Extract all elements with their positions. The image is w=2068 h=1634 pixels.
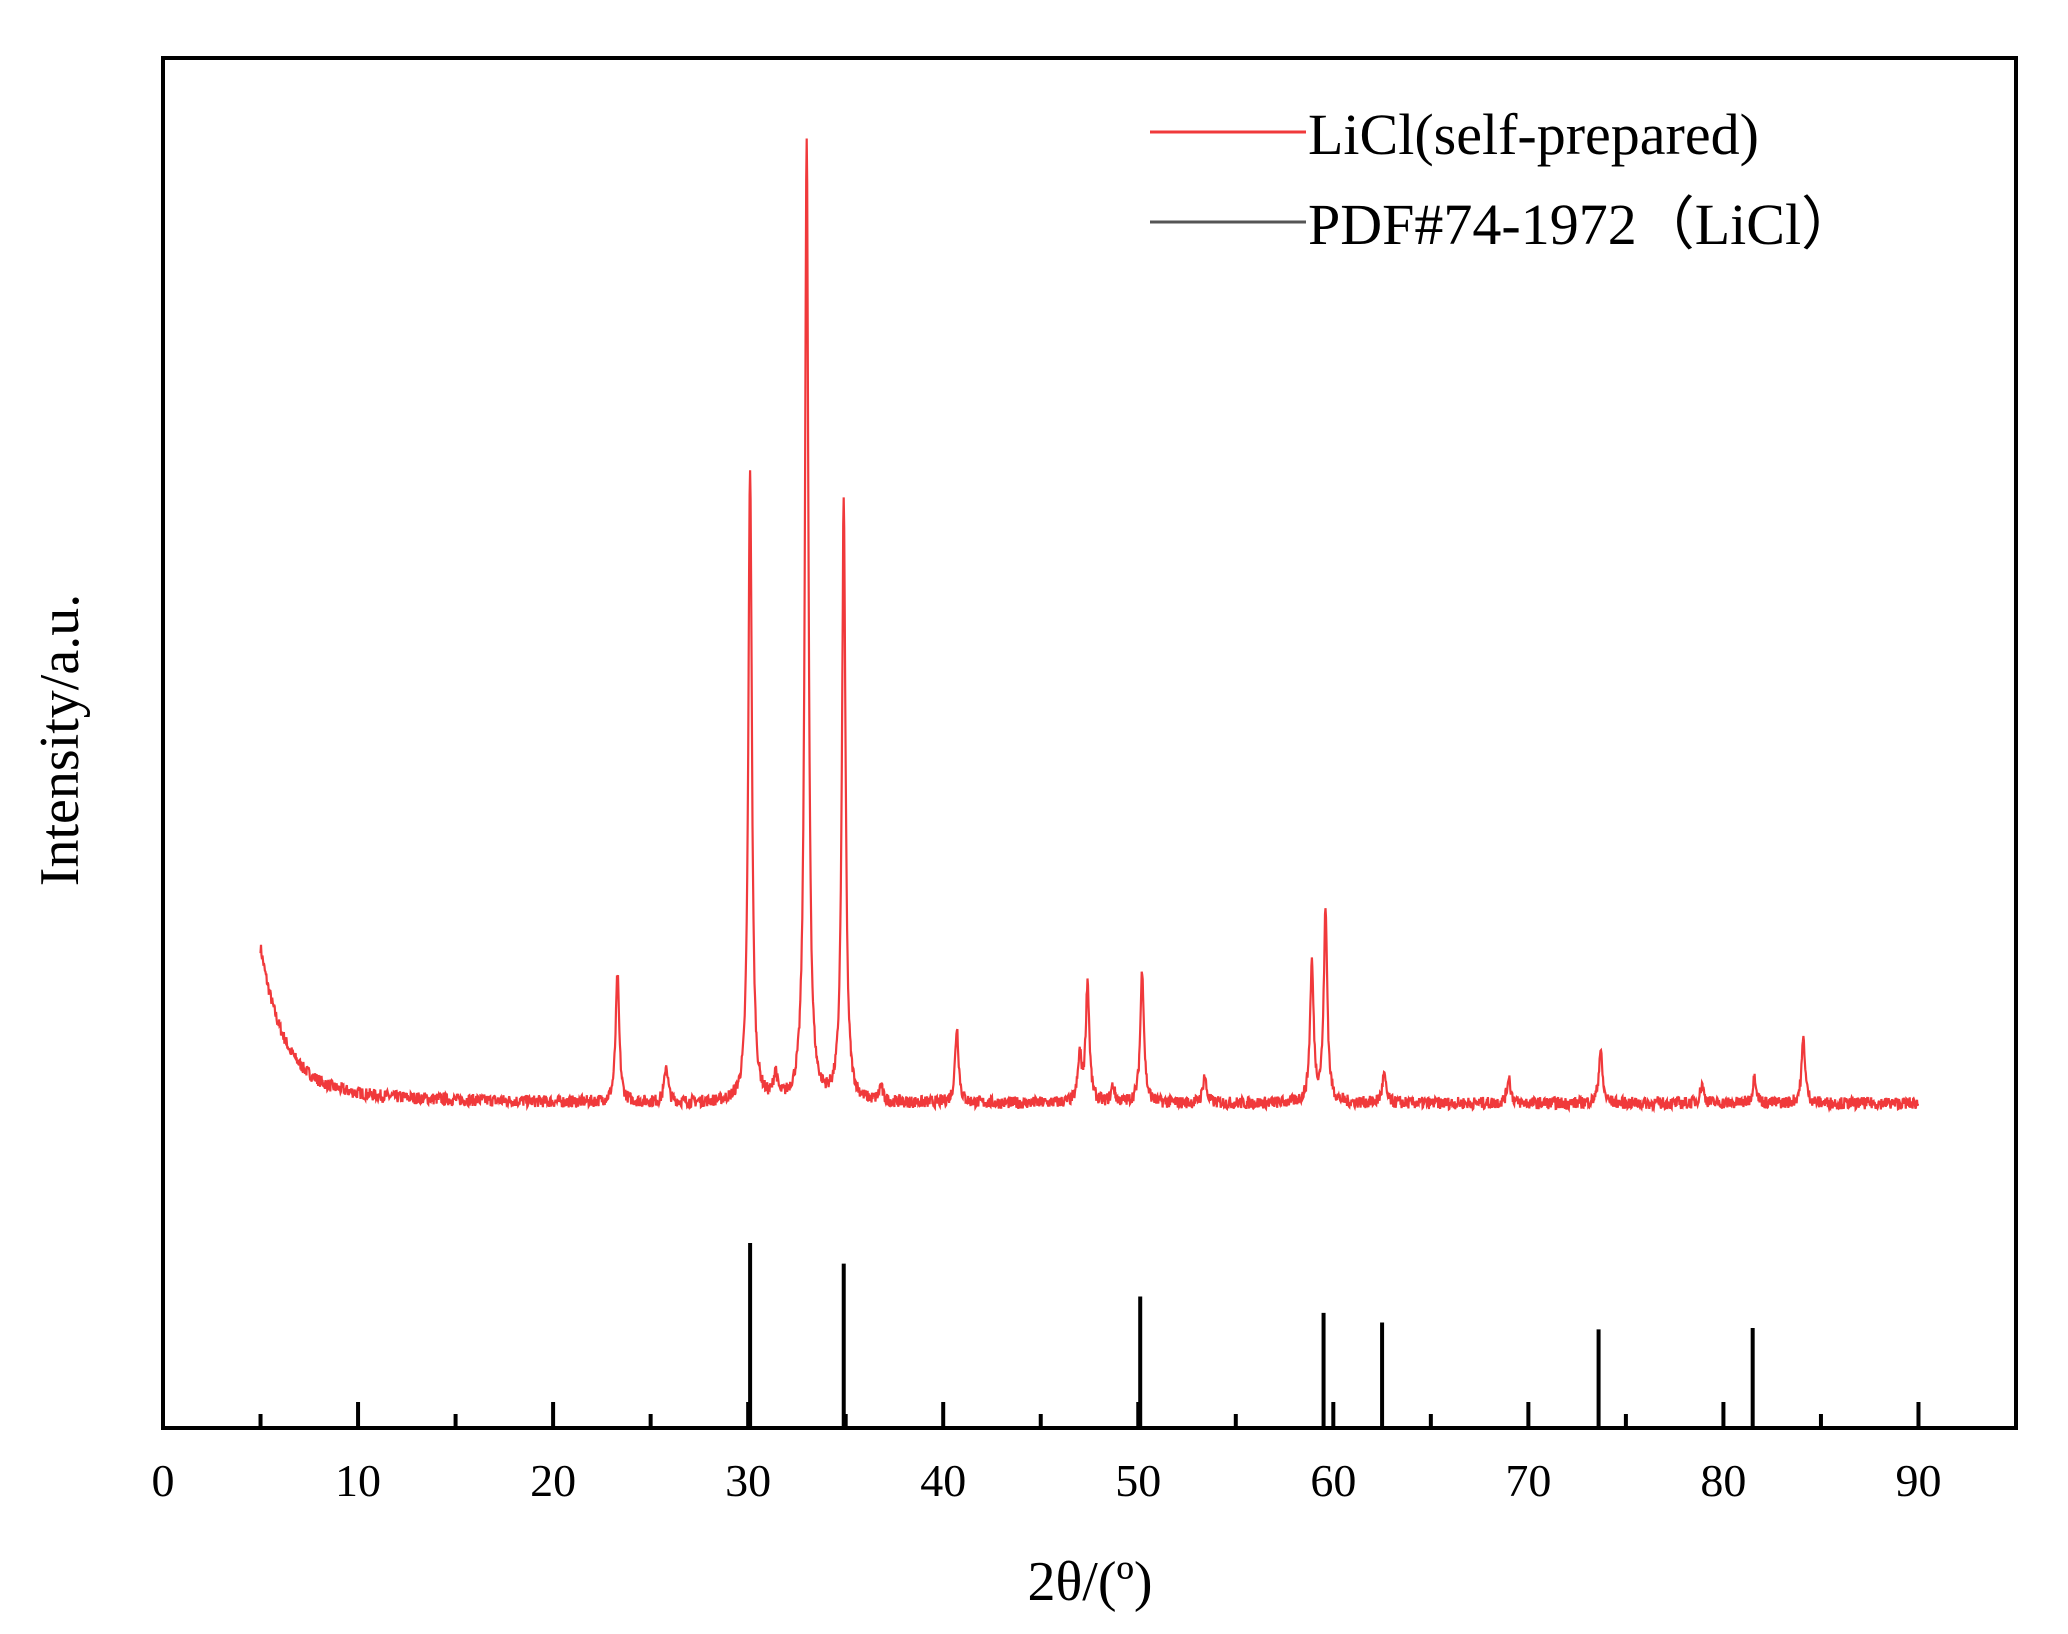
- x-tick-label-10: 10: [335, 1455, 381, 1506]
- x-tick-label-70: 70: [1505, 1455, 1551, 1506]
- x-tick-label-20: 20: [530, 1455, 576, 1506]
- x-tick-label-30: 30: [725, 1455, 771, 1506]
- red-series-layer: [259, 138, 1920, 1114]
- legend-label-black: PDF#74-1972（LiCl）: [1308, 192, 1859, 257]
- y-axis-label: Intensity/a.u.: [29, 594, 91, 886]
- x-tick-label-80: 80: [1700, 1455, 1746, 1506]
- x-tick-label-60: 60: [1310, 1455, 1356, 1506]
- x-axis-label: 2θ/(º): [1027, 1551, 1152, 1613]
- plot-frame: [161, 56, 2018, 1430]
- series-line-licl-self-prepared: [259, 138, 1920, 1114]
- x-tick-label-0: 0: [152, 1455, 175, 1506]
- x-tick-label-90: 90: [1895, 1455, 1941, 1506]
- x-tick-label-40: 40: [920, 1455, 966, 1506]
- legend: LiCl(self-prepared) PDF#74-1972（LiCl）: [1150, 102, 1859, 257]
- x-tick-label-50: 50: [1115, 1455, 1161, 1506]
- x-tick-labels: 0 10 20 30 40 50 60 70 80 90: [152, 1455, 1942, 1506]
- legend-label-red: LiCl(self-prepared): [1308, 102, 1759, 167]
